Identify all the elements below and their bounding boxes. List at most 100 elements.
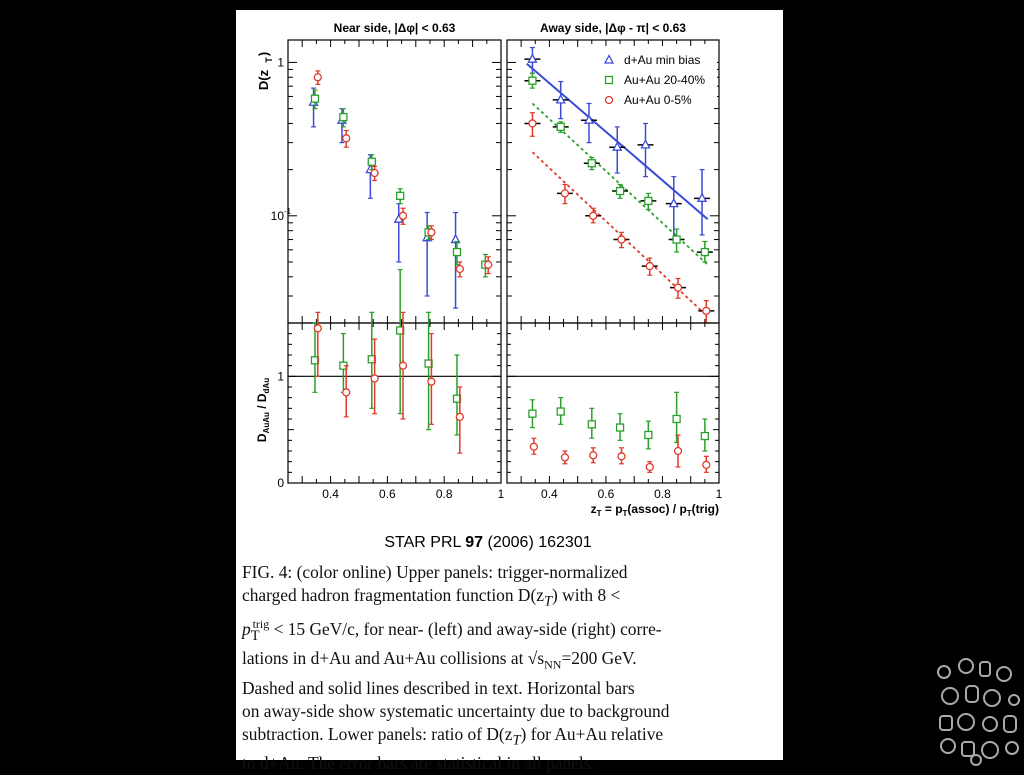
x-tick-label: 1: [498, 487, 505, 501]
data-point: [612, 141, 623, 151]
x-tick-label: 1: [716, 487, 723, 501]
dashed-fit-line: [531, 151, 709, 318]
plot-frame: [287, 39, 502, 324]
data-point: [398, 211, 408, 220]
data-point: [370, 168, 379, 178]
data-point: [587, 159, 596, 168]
data-point: [528, 409, 537, 418]
data-point: [556, 122, 565, 132]
legend-marker: [604, 75, 614, 85]
data-point: [398, 361, 408, 370]
data-point: [672, 414, 681, 424]
plot-frame: [506, 322, 720, 484]
y-axis-label: D(z: [256, 69, 271, 90]
figure-caption: FIG. 4: (color online) Upper panels: tri…: [242, 561, 767, 775]
caption-line: subtraction. Lower panels: ratio of D(zT…: [242, 723, 664, 749]
data-point: [587, 420, 596, 429]
data-point: [644, 196, 653, 206]
plot-frame: [287, 322, 502, 484]
data-point: [555, 93, 566, 104]
data-point: [450, 233, 461, 244]
legend-marker: [604, 95, 614, 105]
paper-page: Near side, |Δφ| < 0.63 Away side, |Δφ - π…: [236, 10, 783, 773]
data-point: [528, 76, 537, 85]
legend-label: d+Au min bias: [624, 53, 700, 67]
data-point: [617, 235, 626, 244]
citation: STAR PRL 97 (2006) 162301: [384, 534, 592, 551]
data-point: [645, 261, 654, 271]
caption-line: lations in d+Au and Au+Au collisions at …: [242, 648, 637, 672]
legend-label: Au+Au 20-40%: [624, 73, 705, 87]
caption-line: on away-side show systematic uncertainty…: [242, 700, 670, 721]
data-point: [370, 374, 379, 383]
data-point: [644, 430, 653, 440]
data-point: [367, 157, 376, 166]
caption-line: Dashed and solid lines described in text…: [242, 677, 635, 698]
data-point: [615, 186, 625, 196]
data-point: [529, 442, 539, 451]
data-point: [668, 197, 679, 208]
data-point: [427, 377, 436, 386]
x-tick-label: 0.4: [322, 487, 339, 501]
data-point: [313, 73, 322, 82]
data-point: [700, 247, 710, 257]
data-point: [484, 260, 493, 269]
data-point: [455, 264, 464, 274]
y-tick-label: 10: [271, 209, 285, 223]
legend-label: Au+Au 0-5%: [624, 93, 692, 107]
x-axis-label: zT = pT(assoc) / pT(trig): [591, 502, 719, 518]
data-point: [560, 189, 570, 198]
data-point: [313, 324, 322, 333]
caption-line: FIG. 4: (color online) Upper panels: tri…: [242, 562, 628, 582]
x-tick-label: 0.6: [598, 487, 615, 501]
y-axis-label: T: [264, 57, 274, 63]
data-point: [339, 112, 348, 122]
data-point: [427, 228, 436, 237]
x-tick-label: 0.8: [654, 487, 671, 501]
decorative-logo-icon: [937, 658, 1020, 766]
data-point: [342, 388, 351, 397]
caption-line: charged hadron fragmentation function D(…: [242, 584, 621, 610]
legend-box: [593, 46, 717, 108]
data-point: [673, 283, 683, 292]
data-point: [696, 192, 708, 202]
data-point: [702, 306, 711, 316]
data-point: [700, 431, 710, 441]
data-point: [556, 407, 565, 416]
caption-line: pTtrig < 15 GeV/c, for near- (left) and …: [242, 617, 662, 644]
y-tick-label: -1: [284, 207, 292, 216]
panel-title: Near side, |Δφ| < 0.63: [334, 21, 456, 35]
data-point: [452, 247, 462, 257]
x-tick-label: 0.4: [541, 487, 558, 501]
panel-title: Away side, |Δφ - π| < 0.63: [540, 21, 686, 35]
data-point: [640, 138, 651, 149]
y-tick-label: 1: [277, 369, 284, 383]
data-point: [673, 446, 683, 456]
data-point: [528, 119, 537, 128]
data-point: [560, 453, 570, 462]
figure-4-chart: Near side, |Δφ| < 0.63 Away side, |Δφ - π…: [255, 21, 723, 518]
data-point: [702, 460, 711, 470]
data-point: [455, 412, 464, 422]
citation-volume: 97: [465, 534, 484, 551]
caption-line: to d+Au. The error bars are statistical …: [242, 753, 595, 774]
y-axis-label: DAuAu / DdAu: [255, 378, 271, 442]
data-point: [589, 451, 598, 460]
data-point: [583, 114, 595, 124]
y-tick-label: 0: [277, 476, 284, 490]
legend: d+Au min bias Au+Au 20-40% Au+Au 0-5%: [593, 46, 717, 108]
data-point: [527, 53, 538, 63]
data-point: [645, 462, 654, 472]
data-point: [615, 423, 625, 432]
data-point: [589, 211, 598, 220]
data-point: [342, 134, 351, 143]
data-point: [396, 191, 405, 200]
x-tick-label: 0.6: [379, 487, 396, 501]
x-tick-label: 0.8: [436, 487, 453, 501]
data-point: [617, 452, 626, 461]
y-tick-label: 1: [277, 55, 284, 69]
y-axis-label: ): [256, 52, 271, 56]
data-point: [310, 94, 320, 103]
legend-marker: [603, 54, 615, 64]
data-point: [672, 235, 681, 244]
